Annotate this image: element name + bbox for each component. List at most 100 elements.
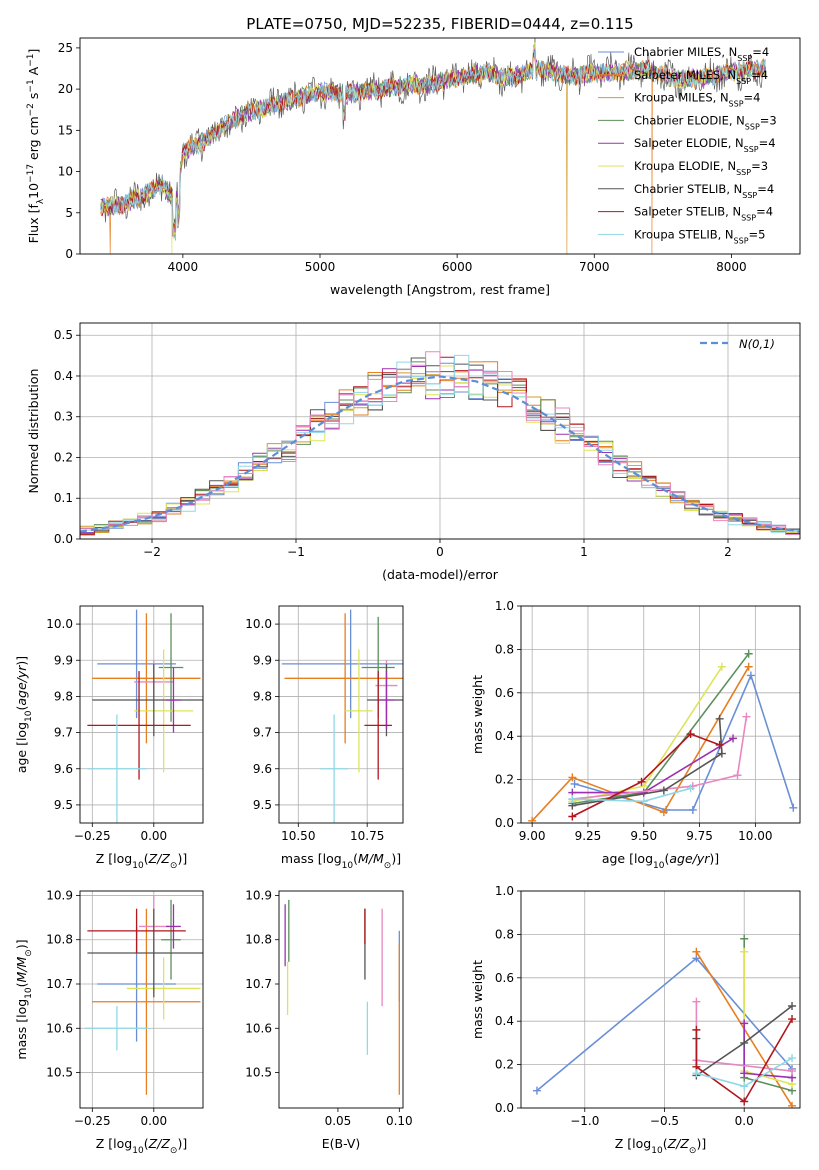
- x-axis-label-part: (data-model)/error: [382, 567, 499, 582]
- plot-frame: [520, 890, 801, 1109]
- weight-marker: [740, 1097, 749, 1106]
- x-tick-label: 0: [436, 545, 444, 559]
- x-axis-label-part: ⊙: [170, 861, 178, 871]
- legend-entry-tail: =4: [752, 45, 769, 59]
- y-axis-label: mass weight: [470, 675, 485, 754]
- y-tick-label: 9.9: [54, 653, 73, 667]
- legend-entry-tail: =3: [751, 159, 768, 173]
- y-axis-label-part: (: [14, 982, 29, 987]
- weight-marker: [639, 797, 648, 806]
- x-axis-label-part: age [log: [602, 851, 653, 866]
- legend-entry-sub: SSP: [736, 76, 751, 85]
- y-tick-label: 1.0: [495, 884, 514, 898]
- weight-line-chabrier-stelib: [572, 718, 723, 807]
- y-tick-label: 0.6: [495, 971, 514, 985]
- plot-frame: [520, 605, 801, 824]
- y-axis-label-part: A: [26, 66, 41, 79]
- weight-marker: [740, 947, 749, 956]
- weight-marker: [788, 1067, 797, 1076]
- plot-frame: [79, 37, 801, 255]
- y-axis-label-part: mass [log: [14, 999, 29, 1060]
- mass_vs_ebv-panel: 0.05 0.10 10.5 10.6 10.7 10.8 10.9 E(B-V): [245, 888, 412, 1151]
- legend-entry: Kroupa ELODIE, NSSP=3: [634, 159, 768, 177]
- x-tick-label: 0.10: [386, 1114, 413, 1128]
- y-tick-label: 0.4: [495, 729, 514, 743]
- y-tick-label: 0: [65, 247, 73, 261]
- x-tick-label: 0.05: [325, 1114, 352, 1128]
- legend-entry: Salpeter MILES, NSSP=4: [634, 68, 768, 86]
- y-axis-label: Normed distribution: [26, 369, 41, 494]
- weight_vs_age-lines: [528, 649, 798, 823]
- x-axis-label-part: wavelength [Angstrom, rest frame]: [330, 282, 550, 297]
- x-axis-label-part: Z [log: [96, 1136, 132, 1151]
- normal-curve: [80, 375, 800, 533]
- residuals-panel: −2 −1 0 1 2 0.0 0.1 0.2 0.3 0.4 0.5 (data-model)/er…: [26, 322, 801, 582]
- legend-entry: Chabrier ELODIE, NSSP=3: [634, 113, 777, 130]
- legend-entry: Salpeter STELIB, NSSP=4: [634, 205, 773, 223]
- weight-marker: [717, 662, 726, 671]
- x-axis-label-part: mass [log: [281, 851, 342, 866]
- y-tick-label: 0.0: [495, 1101, 514, 1115]
- x-axis-label-part: )]: [709, 851, 719, 866]
- y-tick-label: 9.7: [253, 726, 272, 740]
- y-tick-label: 10.6: [46, 1021, 73, 1035]
- x-axis-label-part: )]: [177, 851, 187, 866]
- legend-entry-label: Kroupa ELODIE, N: [634, 159, 736, 173]
- x-axis-label-part: Z/Z: [148, 1136, 171, 1151]
- y-tick-label: 10.8: [46, 933, 73, 947]
- x-tick-label: 10.00: [738, 829, 772, 843]
- weight-marker: [532, 1086, 541, 1095]
- y-axis-label: age [log10(age/yr)]: [14, 656, 34, 773]
- plot-frame: [278, 890, 404, 1109]
- spectrum-series-kroupa-stelib: [100, 50, 766, 240]
- weight-marker: [788, 1101, 797, 1108]
- y-tick-label: 0.8: [495, 927, 514, 941]
- weight-marker: [740, 1082, 749, 1091]
- y-axis-label-part: mass weight: [470, 960, 485, 1039]
- weight-marker: [637, 777, 646, 786]
- spectrum-series-chabrier-stelib: [100, 38, 766, 230]
- legend-entry-label: Chabrier ELODIE, N: [634, 113, 745, 127]
- x-tick-label: −1.0: [570, 1114, 599, 1128]
- x-axis-label-part: )]: [391, 851, 401, 866]
- histogram-steps: [80, 351, 800, 539]
- legend-entry-tail: =4: [759, 136, 776, 150]
- x-axis-label-part: ⊙: [689, 1146, 697, 1156]
- plot-frame: [278, 605, 404, 824]
- legend-entry-tail: =4: [757, 182, 774, 196]
- weight-marker: [692, 1069, 701, 1078]
- y-axis-label: mass [log10(M/M⊙)]: [14, 939, 34, 1059]
- x-axis-label-part: (: [144, 851, 149, 866]
- y-tick-label: 5: [65, 206, 73, 220]
- weight-marker: [688, 805, 697, 814]
- y-tick-label: 0.2: [54, 450, 73, 464]
- weight-line-salpeter-elodie: [572, 737, 734, 794]
- y-tick-label: 10: [58, 165, 73, 179]
- weight-marker: [570, 779, 579, 788]
- y-axis-label-part: −1: [26, 79, 36, 92]
- y-tick-label: 9.6: [253, 762, 272, 776]
- y-tick-label: 10.7: [245, 977, 272, 991]
- legend-entry: Chabrier MILES, NSSP=4: [634, 45, 769, 63]
- weight-marker: [788, 1002, 797, 1011]
- y-tick-label: 0.0: [54, 532, 73, 546]
- weight_vs_age-panel: 9.00 9.25 9.50 9.75 10.00 0.0 0.2 0.4 0.6 0.8 1.0 a…: [470, 599, 801, 871]
- y-tick-label: 9.8: [54, 689, 73, 703]
- weight-marker: [740, 934, 749, 943]
- y-axis-label-part: λ: [36, 198, 46, 204]
- x-axis-label-part: age/yr: [669, 851, 710, 866]
- x-axis-label: age [log10(age/yr)]: [602, 851, 719, 871]
- y-tick-label: 20: [58, 82, 73, 96]
- x-axis-label: Z [log10(Z/Z⊙)]: [96, 1136, 187, 1156]
- legend-entry-sub: SSP: [736, 168, 751, 177]
- y-axis-label-part: 10: [24, 710, 34, 722]
- x-tick-label: 10.75: [350, 829, 384, 843]
- y-axis-label-part: (: [14, 706, 29, 711]
- y-tick-label: 9.6: [54, 762, 73, 776]
- x-tick-label: 5000: [305, 260, 336, 274]
- y-tick-label: 10.6: [245, 1021, 272, 1035]
- legend-entry-label: Salpeter ELODIE, N: [634, 136, 744, 150]
- x-axis-label-part: ⊙: [384, 861, 392, 871]
- legend-entry-tail: =3: [760, 113, 777, 127]
